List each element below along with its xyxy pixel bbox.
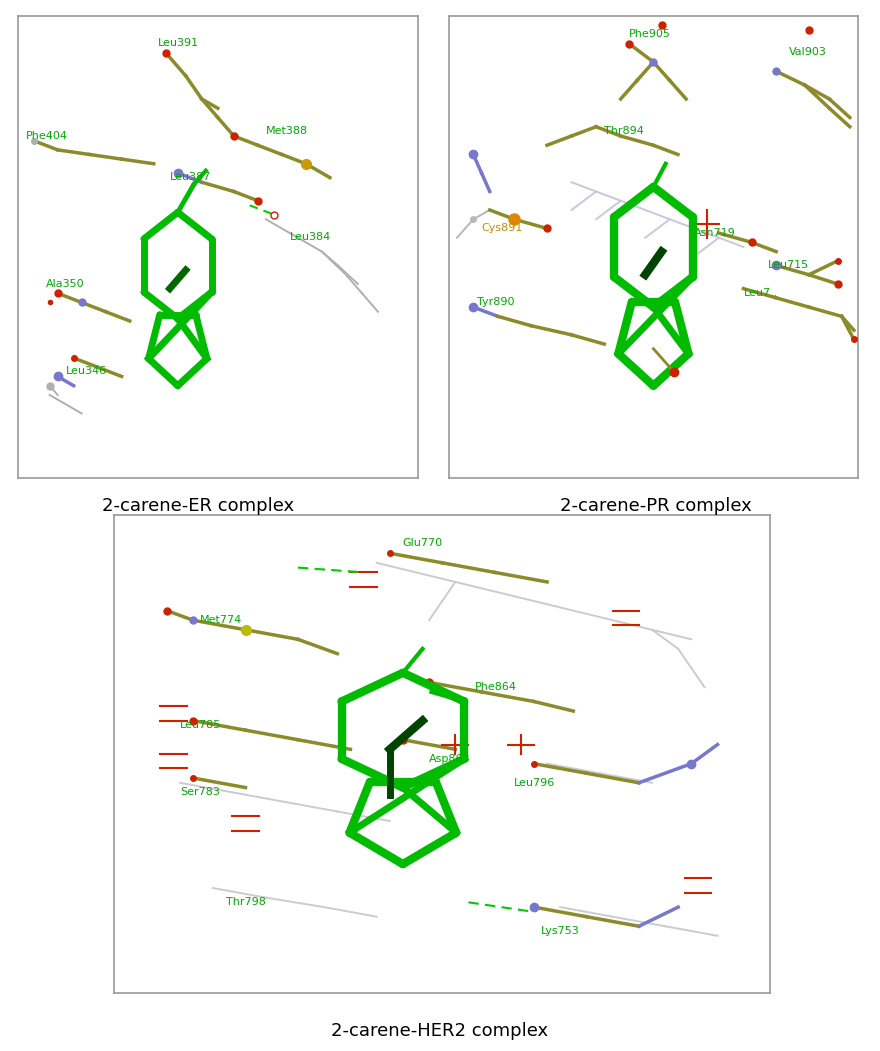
Text: Leu346: Leu346 — [66, 367, 106, 376]
Text: Leu7..: Leu7.. — [744, 288, 778, 297]
Text: Leu391: Leu391 — [158, 38, 199, 48]
Text: Tyr890: Tyr890 — [478, 297, 515, 307]
Text: Ser783: Ser783 — [180, 787, 220, 797]
Text: Ala350: Ala350 — [46, 279, 84, 289]
Text: 2-carene-ER complex: 2-carene-ER complex — [102, 497, 294, 515]
Text: Leu785: Leu785 — [180, 720, 221, 730]
Text: 2-carene-PR complex: 2-carene-PR complex — [560, 497, 752, 515]
Text: Phe905: Phe905 — [629, 28, 671, 39]
Text: Phe404: Phe404 — [26, 130, 68, 141]
Text: Cys891: Cys891 — [481, 223, 523, 233]
Text: 2-carene-HER2 complex: 2-carene-HER2 complex — [332, 1022, 548, 1039]
Text: Val903: Val903 — [788, 47, 826, 58]
Text: Thr798: Thr798 — [226, 898, 266, 907]
Text: Phe864: Phe864 — [475, 682, 517, 692]
Text: Met774: Met774 — [200, 615, 242, 625]
Text: Asn719: Asn719 — [694, 228, 736, 238]
Text: Leu384: Leu384 — [290, 232, 331, 243]
Text: Thr894: Thr894 — [605, 126, 644, 136]
Text: Lys753: Lys753 — [540, 926, 579, 935]
Text: Glu770: Glu770 — [403, 538, 443, 549]
Text: Met388: Met388 — [266, 126, 308, 136]
Text: Leu715: Leu715 — [768, 260, 809, 270]
Text: Asp863: Asp863 — [429, 754, 471, 764]
Text: Leu796: Leu796 — [514, 778, 555, 787]
Text: Leu387: Leu387 — [170, 172, 211, 182]
